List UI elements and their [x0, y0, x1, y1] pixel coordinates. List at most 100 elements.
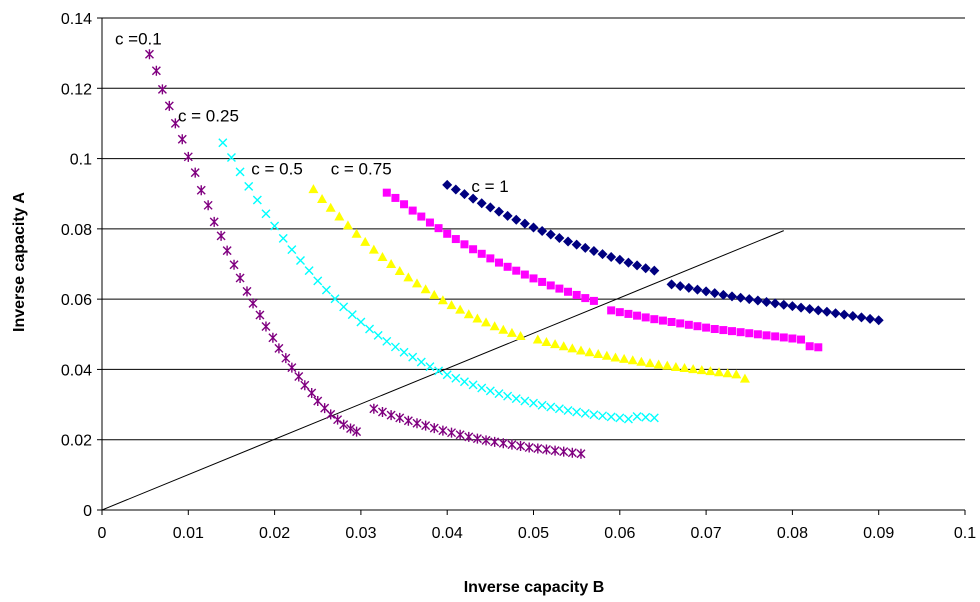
data-point	[619, 353, 630, 363]
data-point	[580, 408, 590, 418]
data-point	[567, 447, 577, 458]
y-tick-label: 0.04	[61, 362, 92, 379]
data-point	[429, 289, 440, 299]
data-point	[216, 230, 226, 241]
data-point	[218, 138, 228, 148]
data-point	[830, 308, 841, 319]
x-axis-title: Inverse capacity B	[464, 579, 605, 596]
x-tick-label: 0.06	[604, 525, 635, 542]
data-point	[261, 209, 271, 219]
data-point	[593, 348, 604, 358]
axes	[101, 18, 965, 511]
data-point	[417, 212, 426, 221]
data-point	[847, 311, 858, 322]
x-axis-ticks: 0 0.01 0.02 0.03 0.04 0.05 0.06 0.07 0.08 0.09 0.1	[98, 510, 976, 542]
data-point	[641, 412, 651, 422]
series-4	[442, 179, 884, 326]
data-point	[403, 272, 414, 282]
data-point	[308, 184, 319, 194]
data-point	[313, 396, 323, 407]
annotation-label-0: c =0.1	[115, 29, 162, 48]
x-tick-label: 0.07	[691, 525, 722, 542]
data-point	[865, 313, 876, 324]
data-point	[408, 206, 417, 215]
data-point	[485, 202, 496, 213]
annotation-label-4: c = 1	[471, 177, 508, 196]
data-point	[281, 353, 291, 364]
series-1	[218, 138, 659, 424]
data-point	[469, 245, 478, 254]
data-point	[564, 287, 573, 296]
data-point	[408, 352, 418, 362]
data-point	[342, 220, 353, 230]
data-point	[753, 330, 762, 339]
data-point	[222, 245, 232, 256]
data-point	[821, 306, 832, 317]
data-point	[607, 306, 616, 315]
data-point	[641, 313, 650, 322]
data-point	[498, 438, 508, 449]
data-point	[589, 410, 599, 420]
series-3	[382, 188, 823, 352]
gridlines	[102, 17, 965, 441]
data-point	[541, 444, 551, 455]
data-point	[157, 84, 167, 95]
data-point	[394, 266, 405, 276]
data-point	[623, 414, 633, 424]
data-point	[270, 221, 280, 231]
data-point	[563, 406, 573, 416]
data-point	[512, 266, 521, 275]
data-point	[494, 258, 503, 267]
y-axis-ticks: 0 0.02 0.04 0.06 0.08 0.1 0.12 0.14	[61, 11, 102, 520]
data-point	[714, 367, 725, 377]
data-point	[390, 342, 400, 352]
data-point	[151, 65, 161, 76]
reference-line-group	[101, 230, 784, 511]
data-point	[528, 222, 539, 233]
x-tick-label: 0.05	[518, 525, 549, 542]
data-point	[425, 218, 434, 227]
data-point	[459, 377, 469, 387]
data-point	[745, 329, 754, 338]
y-tick-label: 0.08	[61, 222, 92, 239]
x-tick-label: 0.09	[863, 525, 894, 542]
data-point	[144, 49, 154, 60]
data-point	[814, 343, 823, 352]
data-point	[330, 294, 340, 304]
data-point	[226, 153, 236, 163]
data-point	[532, 334, 543, 344]
data-point	[709, 288, 720, 299]
data-point	[520, 396, 530, 406]
data-point	[352, 426, 362, 437]
data-point	[666, 279, 677, 290]
data-point	[400, 200, 409, 209]
data-point	[520, 270, 529, 279]
data-point	[382, 188, 391, 197]
data-point	[196, 185, 206, 196]
data-point	[676, 319, 685, 328]
data-point	[468, 380, 478, 390]
data-point	[437, 295, 448, 305]
data-point	[633, 311, 642, 320]
data-point	[537, 400, 547, 410]
data-point	[209, 216, 219, 227]
data-point	[718, 289, 729, 300]
data-point	[662, 360, 673, 370]
y-tick-label: 0.14	[61, 11, 92, 28]
data-point	[481, 435, 491, 446]
data-point	[347, 310, 357, 320]
series-0	[144, 49, 586, 459]
data-point	[425, 362, 435, 372]
data-point	[463, 309, 474, 319]
data-point	[464, 431, 474, 442]
data-point	[377, 251, 388, 261]
annotation-label-3: c = 0.75	[331, 159, 392, 178]
data-point	[300, 380, 310, 391]
data-point	[333, 414, 343, 425]
data-point	[255, 309, 265, 320]
data-point	[541, 337, 552, 347]
data-point	[744, 294, 755, 305]
data-point	[696, 365, 707, 375]
data-point	[472, 433, 482, 444]
data-point	[563, 236, 574, 247]
